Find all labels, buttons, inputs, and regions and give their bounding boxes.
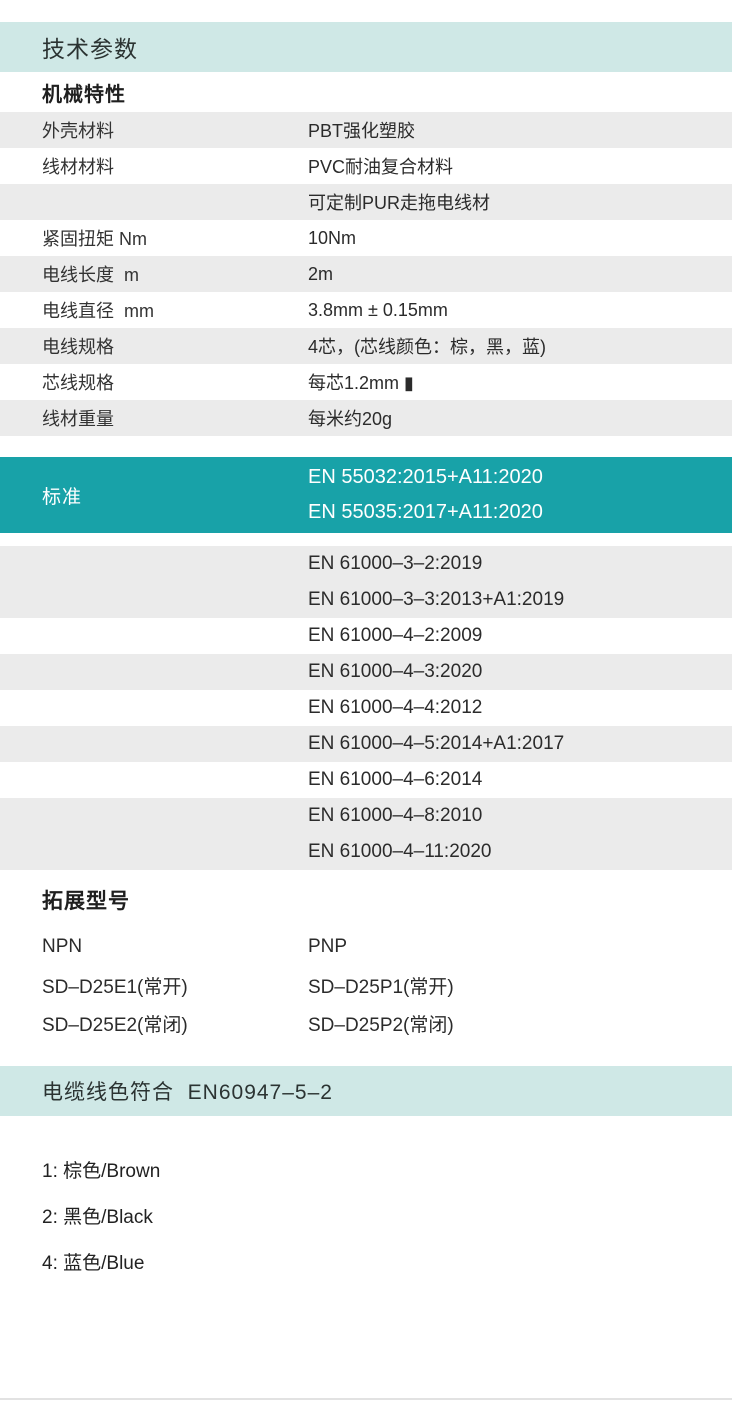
standard-entry: EN 61000–3–2:2019 xyxy=(308,553,483,574)
spec-value: 每芯1.2mm ▮ xyxy=(308,373,414,393)
spec-value: 可定制PUR走拖电线材 xyxy=(308,193,491,213)
table-row: 电线直径 mm 3.8mm ± 0.15mm xyxy=(0,292,732,328)
extended-models-heading-label: 拓展型号 xyxy=(42,890,130,913)
spec-value: 4芯，(芯线颜色：棕，黑，蓝) xyxy=(308,337,546,357)
technical-parameters-band: 技术参数 xyxy=(0,22,732,72)
model-type-npn: NPN xyxy=(42,936,83,957)
mechanical-spec-table: 外壳材料 PBT强化塑胶 线材材料 PVC耐油复合材料 可定制PUR走拖电线材 … xyxy=(0,112,732,436)
standards-block: EN 61000–4–2:2009 xyxy=(0,618,732,654)
standard-entry: EN 61000–4–5:2014+A1:2017 xyxy=(308,733,565,754)
spec-label: 电线规格 xyxy=(42,337,114,357)
spec-label: 紧固扭矩 Nm xyxy=(42,229,147,249)
model-number: SD–D25P2(常闭) xyxy=(308,1014,454,1036)
standards-label: 标准 xyxy=(42,486,83,508)
list-item: 2: 黑色/Black xyxy=(42,1206,153,1228)
model-number: SD–D25E1(常开) xyxy=(42,976,188,998)
mechanical-heading-label: 机械特性 xyxy=(42,83,126,106)
standard-entry: EN 61000–3–3:2013+A1:2019 xyxy=(308,589,565,610)
cable-color-heading: 电缆线色符合 EN60947–5–2 xyxy=(42,1081,333,1104)
model-number: SD–D25P1(常开) xyxy=(308,976,454,998)
standards-band: 标准 EN 55032:2015+A11:2020 EN 55035:2017+… xyxy=(0,457,732,533)
standards-list: EN 61000–3–2:2019 EN 61000–3–3:2013+A1:2… xyxy=(0,546,732,870)
table-row: 线材重量 每米约20g xyxy=(0,400,732,436)
model-number: SD–D25E2(常闭) xyxy=(42,1014,188,1036)
cable-color-list: 1: 棕色/Brown 2: 黑色/Black 4: 蓝色/Blue xyxy=(0,1146,732,1284)
spec-label: 芯线规格 xyxy=(42,373,114,393)
standard-entry: EN 55035:2017+A11:2020 xyxy=(308,501,543,523)
standard-entry: EN 61000–4–6:2014 xyxy=(308,769,483,790)
table-row: 外壳材料 PBT强化塑胶 xyxy=(0,112,732,148)
list-item: 4: 蓝色/Blue xyxy=(42,1252,145,1274)
table-row: 紧固扭矩 Nm 10Nm xyxy=(0,220,732,256)
table-row: 芯线规格 每芯1.2mm ▮ xyxy=(0,364,732,400)
extended-models-heading: 拓展型号 xyxy=(0,886,732,914)
standards-block: EN 61000–4–3:2020 xyxy=(0,654,732,690)
cable-color-band: 电缆线色符合 EN60947–5–2 xyxy=(0,1066,732,1116)
standard-entry: EN 55032:2015+A11:2020 xyxy=(308,466,543,488)
spec-value: 3.8mm ± 0.15mm xyxy=(308,299,448,320)
table-row: 线材材料 PVC耐油复合材料 xyxy=(0,148,732,184)
model-type-pnp: PNP xyxy=(308,936,348,957)
standard-entry: EN 61000–4–2:2009 xyxy=(308,625,483,646)
standards-highlighted-values: EN 55032:2015+A11:2020 EN 55035:2017+A11… xyxy=(308,457,732,533)
standards-block: EN 61000–4–4:2012 xyxy=(0,690,732,726)
standard-entry: EN 61000–4–11:2020 xyxy=(308,841,492,862)
extended-models-table: NPN PNP SD–D25E1(常开) SD–D25P1(常开) SD–D25… xyxy=(0,928,732,1042)
spec-value: 2m xyxy=(308,263,334,284)
standards-block: EN 61000–3–2:2019 EN 61000–3–3:2013+A1:2… xyxy=(0,546,732,618)
table-row: 可定制PUR走拖电线材 xyxy=(0,184,732,220)
spec-label: 外壳材料 xyxy=(42,121,114,141)
spec-label: 电线直径 mm xyxy=(42,301,154,321)
table-row: SD–D25E2(常闭) SD–D25P2(常闭) xyxy=(0,1004,732,1042)
spec-label: 电线长度 m xyxy=(42,265,139,285)
spec-label: 线材重量 xyxy=(42,409,114,429)
page-title: 技术参数 xyxy=(42,36,138,62)
standard-entry: EN 61000–4–3:2020 xyxy=(308,661,483,682)
table-row: 电线规格 4芯，(芯线颜色：棕，黑，蓝) xyxy=(0,328,732,364)
spec-value: PBT强化塑胶 xyxy=(308,121,416,141)
list-item: 1: 棕色/Brown xyxy=(42,1160,161,1182)
spec-label: 线材材料 xyxy=(42,157,114,177)
mechanical-section-heading: 机械特性 xyxy=(0,72,732,112)
standard-entry: EN 61000–4–8:2010 xyxy=(308,805,483,826)
spec-value: PVC耐油复合材料 xyxy=(308,157,454,177)
table-row: NPN PNP xyxy=(0,928,732,966)
bottom-divider xyxy=(0,1398,732,1400)
table-row: SD–D25E1(常开) SD–D25P1(常开) xyxy=(0,966,732,1004)
spec-value: 每米约20g xyxy=(308,409,393,429)
standard-entry: EN 61000–4–4:2012 xyxy=(308,697,483,718)
standards-block: EN 61000–4–6:2014 xyxy=(0,762,732,798)
standards-block: EN 61000–4–8:2010 EN 61000–4–11:2020 xyxy=(0,798,732,870)
standards-block: EN 61000–4–5:2014+A1:2017 xyxy=(0,726,732,762)
table-row: 电线长度 m 2m xyxy=(0,256,732,292)
spec-value: 10Nm xyxy=(308,227,357,248)
